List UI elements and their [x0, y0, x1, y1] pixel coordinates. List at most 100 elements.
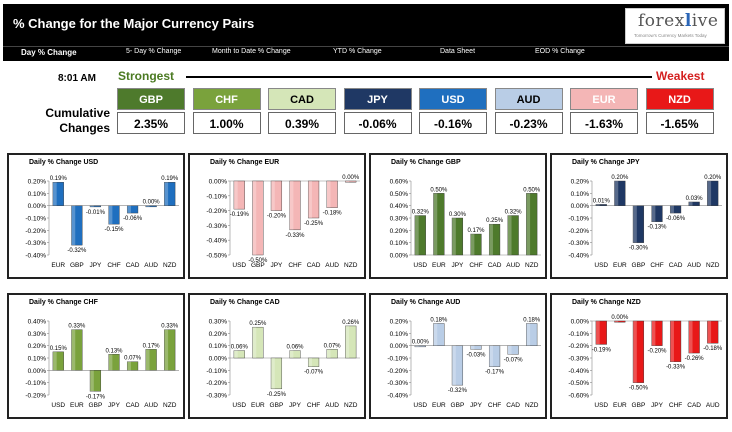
- x-tick-label: CAD: [126, 262, 140, 269]
- bar-highlight: [595, 204, 600, 206]
- bar-highlight: [164, 329, 169, 371]
- data-label: 0.20%: [611, 175, 629, 181]
- bar-nzd: [526, 323, 538, 346]
- x-tick-label: NZD: [344, 262, 358, 269]
- bar-cad: [307, 180, 320, 219]
- bar-jpy: [108, 354, 120, 371]
- data-label: -0.20%: [647, 349, 667, 355]
- y-tick-label: 0.00%: [28, 368, 47, 375]
- nav-eod-change[interactable]: EOD % Change: [535, 48, 585, 55]
- x-tick-label: AUD: [706, 402, 720, 409]
- data-label: 0.01%: [593, 198, 611, 204]
- x-tick-label: EUR: [51, 262, 65, 269]
- tile-gbp-name: GBP: [117, 88, 185, 110]
- bar-chf: [289, 180, 301, 231]
- bar-highlight: [52, 351, 57, 371]
- y-tick-label: -0.20%: [568, 343, 589, 350]
- bar-highlight: [90, 370, 94, 392]
- bar-chf: [488, 345, 501, 367]
- data-label: -0.32%: [67, 248, 87, 254]
- data-label: 0.19%: [50, 176, 68, 182]
- data-label: -0.32%: [448, 388, 468, 394]
- y-tick-label: -0.30%: [387, 380, 408, 387]
- y-tick-label: 0.00%: [571, 203, 590, 210]
- bar-highlight: [670, 205, 674, 214]
- x-tick-label: CHF: [307, 402, 320, 409]
- bar-nzd: [164, 329, 176, 371]
- bar-highlight: [326, 181, 331, 208]
- x-tick-label: USD: [594, 262, 608, 269]
- data-label: -0.25%: [304, 221, 324, 227]
- x-tick-label: JPY: [89, 262, 102, 269]
- x-tick-label: AUD: [687, 262, 701, 269]
- y-tick-label: -0.50%: [568, 380, 589, 387]
- nav-month-to-date[interactable]: Month to Date % Change: [212, 48, 291, 55]
- nav-data-sheet[interactable]: Data Sheet: [440, 48, 476, 55]
- chart-jpy-panel: Daily % Change JPY 0.20% 0.10% 0.00% -0.10% -…: [550, 153, 728, 279]
- bar-aud: [707, 320, 719, 344]
- y-tick-label: 0.20%: [28, 179, 47, 186]
- data-label: 0.25%: [249, 321, 267, 327]
- chart-title: Daily % Change AUD: [391, 299, 461, 306]
- bar-usd: [414, 215, 426, 256]
- bar-highlight: [271, 181, 275, 211]
- tile-usd-name: USD: [419, 88, 487, 110]
- data-label: 0.50%: [430, 187, 448, 193]
- data-label: -0.50%: [248, 258, 268, 264]
- y-tick-label: 0.10%: [28, 191, 47, 198]
- nav-5day-change[interactable]: 5- Day % Change: [126, 48, 182, 55]
- x-tick-label: USD: [413, 262, 427, 269]
- x-tick-label: CAD: [506, 402, 520, 409]
- chart-eur-panel: Daily % Change EUR 0.00% -0.10% -0.20% -0.30…: [188, 153, 366, 279]
- bar-eur: [614, 180, 626, 206]
- bar-highlight: [614, 181, 619, 206]
- bar-nzd: [526, 193, 538, 256]
- x-tick-label: NZD: [163, 262, 177, 269]
- y-tick-label: -0.30%: [568, 240, 589, 247]
- x-tick-label: CAD: [687, 402, 701, 409]
- y-tick-label: 0.30%: [390, 216, 409, 223]
- data-label: -0.06%: [666, 216, 686, 222]
- nav-day-change[interactable]: Day % Change: [21, 48, 77, 57]
- data-label: -0.06%: [123, 216, 143, 222]
- data-label: -0.15%: [104, 227, 124, 233]
- y-tick-label: -0.30%: [25, 240, 46, 247]
- bar-nzd: [345, 325, 357, 359]
- y-tick-label: -0.10%: [206, 193, 227, 200]
- bar-highlight: [233, 181, 238, 210]
- bar-highlight: [526, 323, 531, 346]
- bar-highlight: [470, 345, 475, 350]
- tile-nzd-name: NZD: [645, 88, 714, 110]
- data-label: -0.25%: [267, 392, 287, 398]
- x-tick-label: CHF: [469, 262, 482, 269]
- data-label: -0.03%: [466, 352, 486, 358]
- x-tick-label: JPY: [270, 262, 283, 269]
- y-tick-label: 0.10%: [571, 191, 590, 198]
- data-label: -0.01%: [86, 210, 106, 216]
- bar-eur: [71, 329, 83, 371]
- tile-eur-name: EUR: [570, 88, 638, 110]
- bar-highlight: [688, 201, 693, 206]
- bar-cad: [669, 205, 682, 214]
- bar-highlight: [633, 321, 637, 383]
- tile-aud-value: -0.23%: [494, 112, 563, 134]
- forexlive-logo[interactable]: forexlive Tomorrow's Currency Markets To…: [625, 8, 725, 44]
- data-label: 0.15%: [50, 346, 68, 352]
- x-tick-label: EUR: [70, 402, 84, 409]
- data-label: 0.07%: [124, 356, 142, 362]
- data-label: -0.07%: [304, 370, 324, 376]
- chart-title: Daily % Change JPY: [572, 159, 640, 166]
- bar-highlight: [470, 234, 475, 255]
- chart-aud: 0.20%0.10%0.00%-0.10%-0.20%-0.30%-0.40%0…: [387, 317, 541, 409]
- time-stamp: 8:01 AM: [58, 73, 96, 84]
- x-tick-label: JPY: [451, 262, 464, 269]
- x-tick-label: GBP: [632, 262, 646, 269]
- bar-nzd: [707, 180, 719, 206]
- cumulative-changes-label: Cumulative Changes: [45, 106, 110, 135]
- bar-highlight: [688, 321, 693, 354]
- nav-ytd-change[interactable]: YTD % Change: [333, 48, 382, 55]
- x-tick-label: NZD: [163, 402, 177, 409]
- x-tick-label: AUD: [506, 262, 520, 269]
- tile-nzd-value: -1.65%: [645, 112, 714, 134]
- x-tick-label: GBP: [270, 402, 284, 409]
